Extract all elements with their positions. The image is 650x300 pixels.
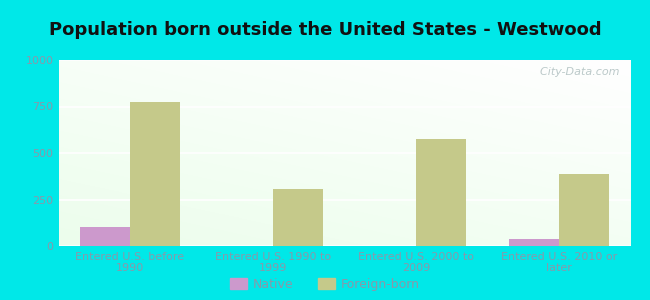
Text: City-Data.com: City-Data.com: [532, 68, 619, 77]
Bar: [559, 174, 609, 246]
Bar: [80, 227, 130, 246]
Text: Population born outside the United States - Westwood: Population born outside the United State…: [49, 21, 601, 39]
Legend: Native, Foreign-born: Native, Foreign-born: [230, 278, 420, 291]
Bar: [509, 239, 559, 246]
Bar: [273, 189, 323, 246]
Bar: [416, 139, 466, 246]
Bar: [130, 102, 180, 246]
